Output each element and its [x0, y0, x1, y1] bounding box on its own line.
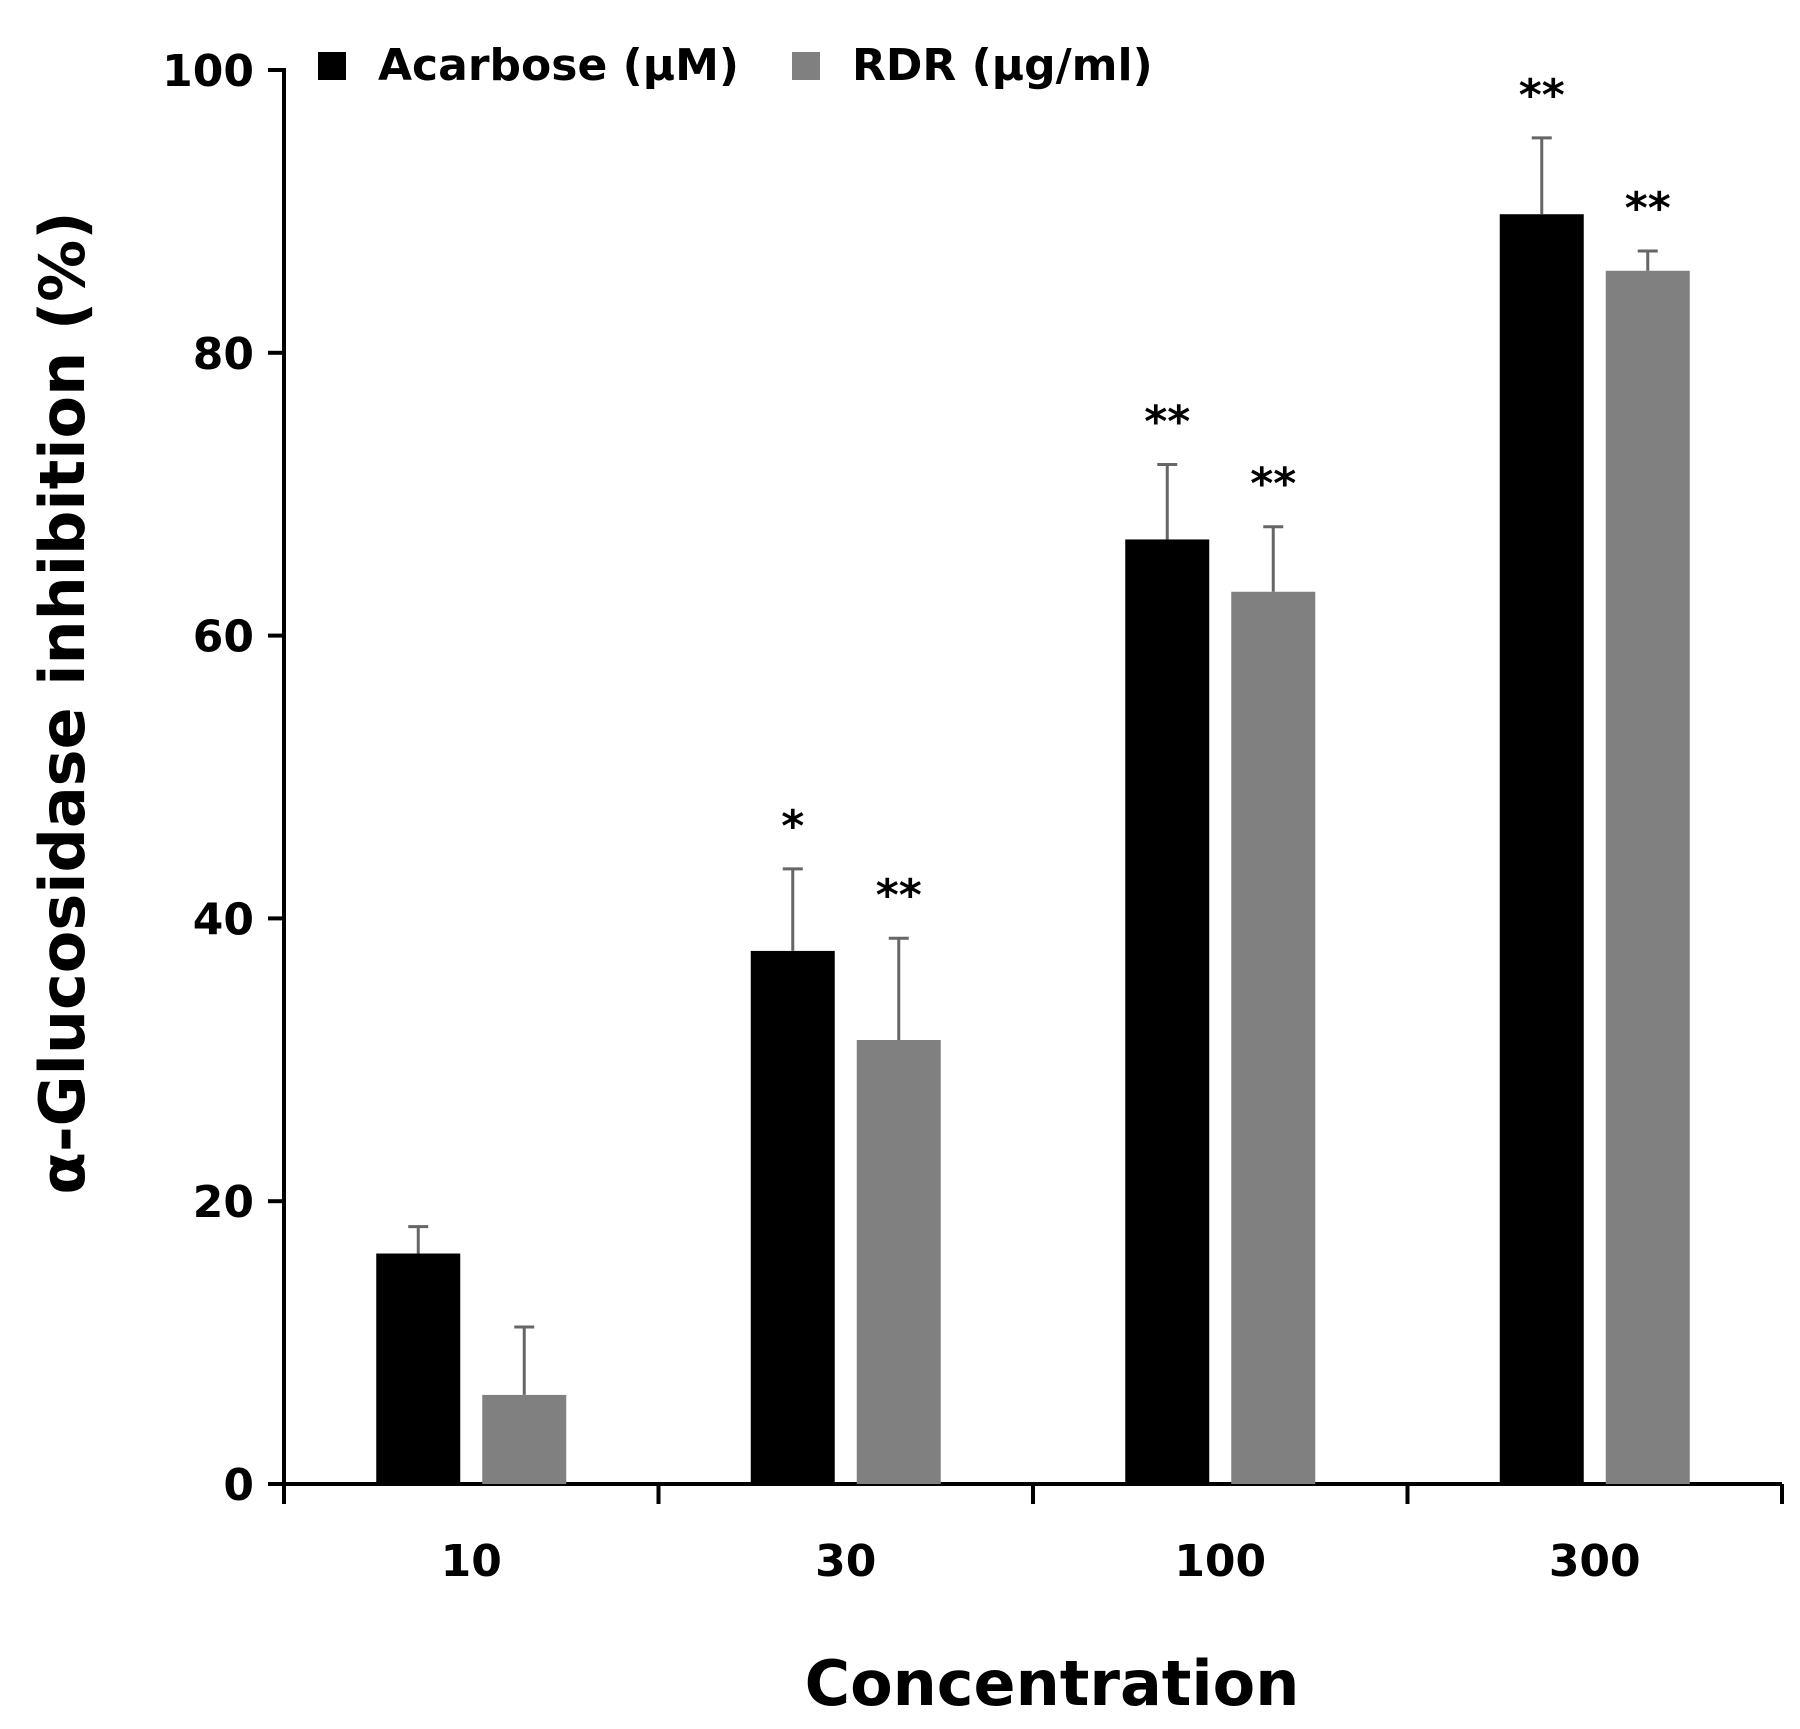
y-tick-label: 60	[193, 612, 254, 663]
x-tick-label: 100	[1174, 1536, 1266, 1587]
legend: Acarbose (μM) RDR (μg/ml)	[318, 40, 1153, 91]
bar-rdr	[482, 1394, 567, 1484]
axes: 0 20 40 60 80 100 10 30 100 300	[162, 46, 1784, 1587]
bar-acarbose	[376, 1253, 461, 1484]
y-axis-label: α-Glucosidase inhibition (%)	[26, 211, 99, 1194]
significance-marker: **	[1519, 70, 1565, 121]
bar-rdr	[856, 1040, 941, 1484]
significance-marker: **	[1625, 183, 1671, 234]
x-tick-label: 10	[441, 1536, 502, 1587]
x-tick-label: 30	[815, 1536, 876, 1587]
bars	[376, 214, 1690, 1485]
bar-acarbose	[1499, 214, 1584, 1484]
bar-acarbose	[1125, 539, 1210, 1484]
significance-marker: **	[1250, 459, 1296, 510]
legend-label: Acarbose (μM)	[378, 40, 739, 91]
y-tick-label: 100	[162, 46, 254, 97]
y-tick-label: 20	[193, 1177, 254, 1228]
x-axis-label: Concentration	[805, 1647, 1300, 1720]
y-tick-label: 40	[193, 894, 254, 945]
x-tick-label: 300	[1549, 1536, 1641, 1587]
significance-marker: *	[781, 801, 804, 852]
bar-acarbose	[750, 950, 835, 1484]
legend-swatch	[318, 52, 346, 80]
bar-rdr	[1605, 270, 1690, 1485]
legend-swatch	[792, 52, 820, 80]
significance-marker: **	[876, 870, 922, 921]
significance-marker: **	[1144, 397, 1190, 448]
error-bars	[408, 136, 1658, 1395]
significance-markers: ***********	[781, 70, 1671, 921]
legend-label: RDR (μg/ml)	[852, 40, 1153, 91]
y-tick-label: 0	[223, 1460, 254, 1511]
y-tick-label: 80	[193, 329, 254, 380]
bar-rdr	[1231, 591, 1316, 1484]
